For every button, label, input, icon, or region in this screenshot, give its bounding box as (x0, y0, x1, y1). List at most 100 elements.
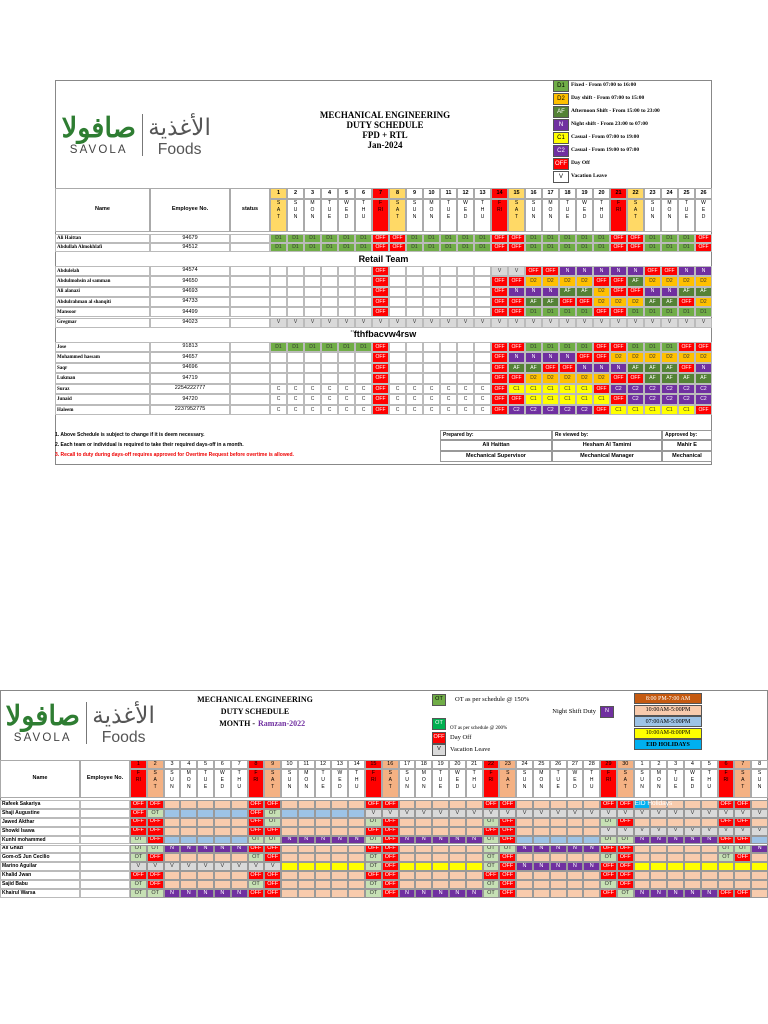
schedule-cell (583, 871, 601, 881)
legend-code: V (432, 744, 446, 756)
schedule-cell (700, 853, 718, 863)
schedule-cell (465, 862, 483, 872)
employee-name: Abdulrahman al shanqiti (55, 296, 150, 308)
schedule-cell: V (700, 808, 718, 818)
schedule-cell: C2 (644, 394, 661, 405)
day-name-cell (321, 199, 338, 232)
day-name-cell (406, 199, 423, 232)
schedule-cell: N (465, 835, 483, 845)
schedule-cell (304, 373, 321, 384)
day-name-cell (610, 199, 627, 232)
schedule-cell: D2 (695, 352, 712, 363)
schedule-cell: V (583, 808, 601, 818)
day-name-cell (499, 769, 517, 798)
day-name: WED (455, 770, 460, 790)
day-number: 24 (516, 760, 533, 769)
schedule-cell: OFF (610, 234, 627, 243)
schedule-cell (583, 880, 601, 889)
day-name: FRI (370, 770, 376, 783)
day-name-cell (389, 199, 406, 232)
schedule-cell: OFF (559, 296, 576, 308)
schedule-cell (474, 352, 491, 363)
schedule-cell: OFF (695, 341, 712, 353)
day-number: 6 (355, 188, 372, 199)
day-name-cell (667, 769, 685, 798)
employee-name: Khairul Warsa (0, 889, 80, 898)
column-header: Employee No. (80, 760, 130, 798)
schedule-cell: D2 (593, 296, 610, 308)
schedule-cell: N (576, 362, 593, 374)
employee-no (80, 871, 130, 881)
schedule-cell (304, 362, 321, 374)
schedule-cell: N (542, 352, 559, 363)
schedule-cell: V (398, 808, 416, 818)
day-name-cell (684, 769, 701, 798)
employee-no: 94657 (150, 352, 230, 363)
schedule-cell (474, 373, 491, 384)
schedule-cell: N (297, 835, 315, 845)
schedule-cell: D2 (644, 352, 661, 363)
schedule-cell (516, 817, 533, 827)
schedule-cell: OFF (559, 362, 576, 374)
schedule-cell: N (700, 889, 718, 898)
schedule-cell: D1 (627, 341, 644, 353)
schedule-cell (406, 352, 423, 363)
day-name: FRI (488, 770, 494, 783)
schedule-cell: N (398, 835, 416, 845)
schedule-cell (583, 817, 601, 827)
schedule-cell (566, 889, 584, 898)
schedule-cell: C (304, 394, 321, 405)
schedule-cell (650, 800, 668, 809)
day-name-cell (372, 199, 389, 232)
schedule-cell: OFF (616, 800, 634, 809)
day-number: 11 (297, 760, 315, 769)
shift-legend: 10:00AM-5:00PM (634, 704, 702, 716)
employee-name: Ali Haittan (55, 234, 150, 243)
schedule-cell: OFF (365, 871, 382, 881)
status (230, 266, 270, 277)
schedule-cell: N (667, 835, 685, 845)
schedule-cell: C (440, 404, 457, 416)
day-name-cell (549, 769, 567, 798)
schedule-cell: OFF (264, 844, 282, 854)
schedule-cell (516, 853, 533, 863)
schedule-cell: D1 (678, 234, 695, 243)
schedule-cell: N (163, 889, 181, 898)
schedule-cell (432, 853, 449, 863)
schedule-cell: OFF (610, 341, 627, 353)
schedule-cell: N (695, 266, 712, 277)
schedule-cell: N (163, 844, 181, 854)
schedule-cell (449, 817, 466, 827)
schedule-cell: OFF (508, 234, 525, 243)
day-name: SAT (741, 770, 745, 790)
schedule-cell: V (684, 808, 701, 818)
schedule-cell (516, 826, 533, 836)
schedule-cell: C (270, 383, 287, 395)
schedule-cell: N (432, 889, 449, 898)
schedule-cell (297, 853, 315, 863)
schedule-cell (338, 276, 355, 287)
schedule-cell (406, 286, 423, 297)
schedule-cell (415, 880, 433, 889)
schedule-cell (415, 862, 433, 872)
day-number: 19 (432, 760, 449, 769)
employee-no (80, 880, 130, 889)
schedule-cell: N (542, 286, 559, 297)
schedule-cell: C2 (661, 383, 678, 395)
schedule-cell: OT (130, 853, 147, 863)
employee-no: 2237952775 (150, 404, 230, 416)
schedule-cell: N (230, 844, 248, 854)
schedule-cell: C1 (678, 404, 695, 416)
day-number: 3 (304, 188, 321, 199)
schedule-cell: D2 (695, 296, 712, 308)
legend-code: D1 (553, 80, 569, 92)
legend-code: N (600, 706, 614, 718)
schedule-cell: N (695, 362, 712, 374)
schedule-cell: AF (559, 286, 576, 297)
schedule-cell (281, 853, 298, 863)
day-number: 22 (482, 760, 500, 769)
schedule-cell (449, 880, 466, 889)
schedule-cell (684, 880, 701, 889)
day-name: FRI (378, 200, 383, 213)
schedule-cell (700, 817, 718, 827)
